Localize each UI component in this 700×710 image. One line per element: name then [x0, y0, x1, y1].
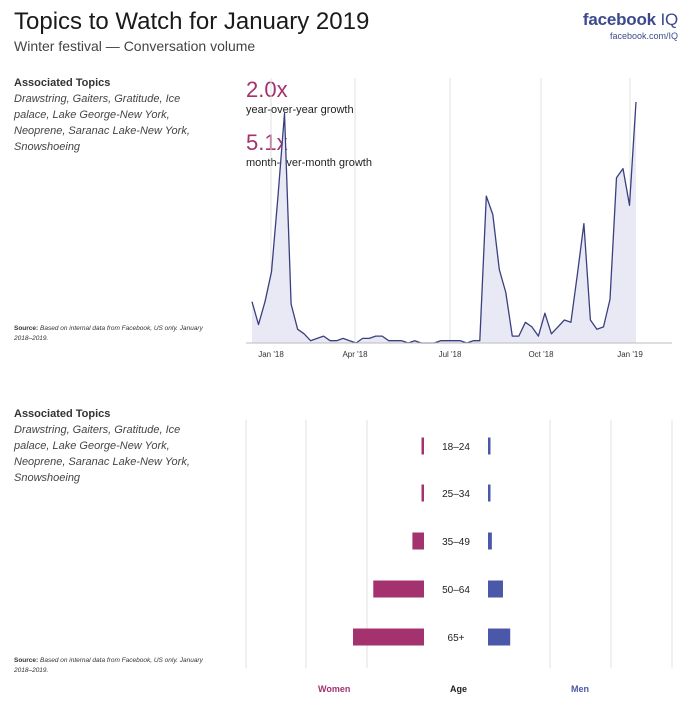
brand-logo: facebook IQ facebook.com/IQ — [583, 10, 678, 41]
age-axis-label: Age — [450, 684, 468, 694]
age-group-label: 35–49 — [442, 537, 470, 548]
bottom-source-text: Based on internal data from Facebook, US… — [14, 657, 203, 674]
age-group-label: 50–64 — [442, 585, 470, 596]
age-group-label: 18–24 — [442, 442, 470, 453]
men-bar — [488, 580, 503, 598]
mom-growth-value: 5.1x — [246, 130, 288, 155]
yoy-growth-value: 2.0x — [246, 77, 288, 102]
women-bar — [412, 532, 424, 550]
bottom-topics-heading: Associated Topics — [14, 408, 111, 420]
men-bar — [488, 437, 491, 455]
women-axis-label: Women — [318, 684, 351, 694]
mom-growth-label: month-over-month growth — [246, 157, 372, 169]
age-group-label: 65+ — [448, 633, 465, 644]
top-source-text: Based on internal data from Facebook, US… — [14, 325, 203, 342]
volume-area — [252, 102, 636, 343]
women-bar — [353, 628, 424, 646]
x-tick-label: Apr '18 — [342, 350, 368, 359]
brand-wordmark: facebook IQ — [583, 10, 678, 30]
x-tick-label: Oct '18 — [528, 350, 554, 359]
top-topics-heading: Associated Topics — [14, 77, 111, 89]
conversation-volume-chart: Jan '18 Apr '18 Jul '18 Oct '18 Jan '19 — [246, 78, 672, 359]
men-bar — [488, 532, 492, 550]
age-group-label: 25–34 — [442, 489, 470, 500]
bottom-topics-list: Drawstring, Gaiters, Gratitude, Ice pala… — [14, 424, 190, 484]
bottom-source-label: Source: — [14, 657, 39, 664]
top-associated-topics: Associated Topics Drawstring, Gaiters, G… — [14, 75, 214, 155]
brand-suffix: IQ — [660, 10, 678, 29]
brand-name: facebook — [582, 10, 656, 29]
page-subtitle: Winter festival — Conversation volume — [14, 38, 256, 54]
men-bar — [488, 628, 511, 646]
men-axis-label: Men — [571, 684, 589, 694]
bottom-associated-topics: Associated Topics Drawstring, Gaiters, G… — [14, 406, 214, 486]
men-bar — [488, 484, 491, 502]
brand-url: facebook.com/IQ — [609, 31, 678, 41]
page-title: Topics to Watch for January 2019 — [14, 8, 370, 35]
x-tick-label: Jan '19 — [617, 350, 643, 359]
yoy-growth-label: year-over-year growth — [246, 104, 354, 116]
women-bar — [421, 484, 424, 502]
top-topics-list: Drawstring, Gaiters, Gratitude, Ice pala… — [14, 93, 190, 153]
women-bar — [373, 580, 424, 598]
x-tick-label: Jul '18 — [439, 350, 462, 359]
women-bar — [421, 437, 424, 455]
bottom-source-note: Source: Based on internal data from Face… — [14, 656, 204, 676]
volume-series-line — [251, 101, 637, 344]
top-source-label: Source: — [14, 325, 39, 332]
top-source-note: Source: Based on internal data from Face… — [14, 324, 204, 344]
x-tick-label: Jan '18 — [258, 350, 284, 359]
